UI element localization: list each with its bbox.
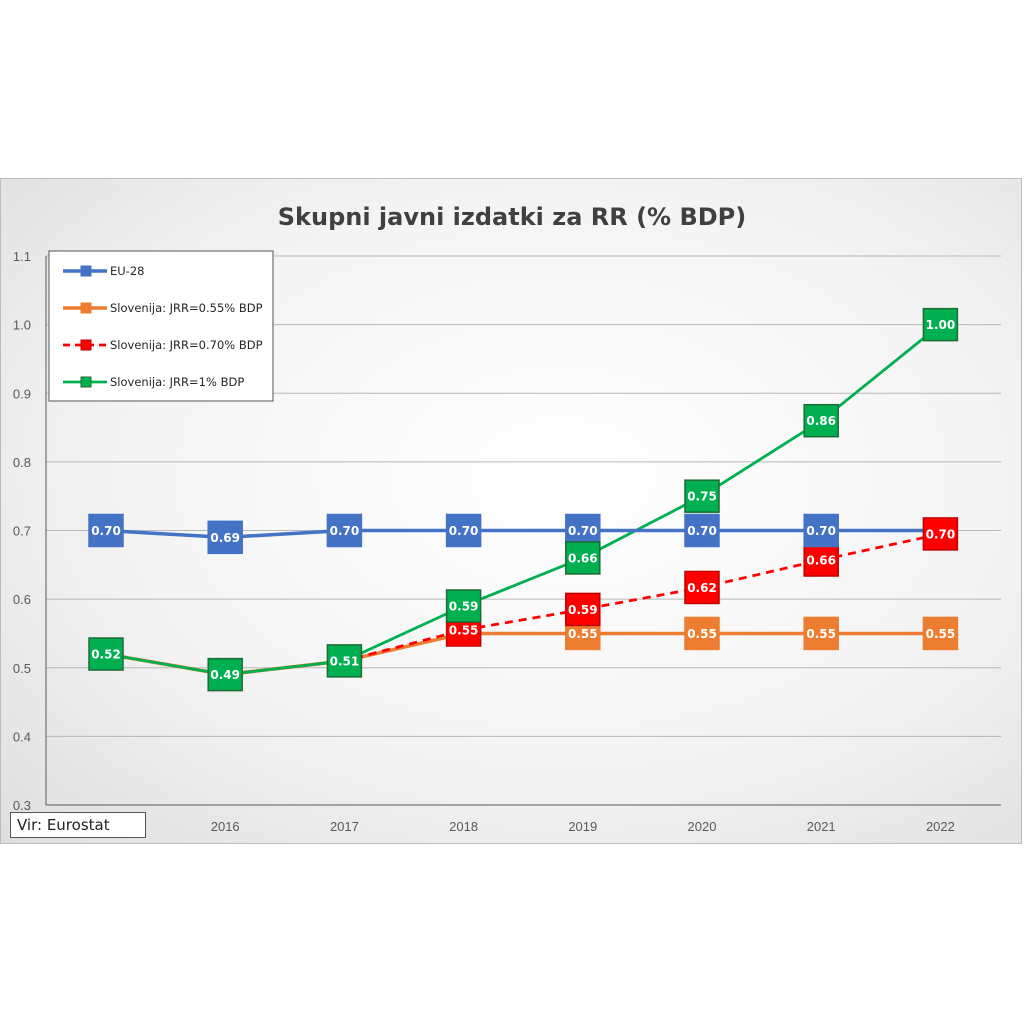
legend-entry: Slovenija: JRR=0.55% BDP: [110, 301, 263, 315]
data-point-marker: [922, 517, 959, 551]
legend-swatch-marker: [80, 376, 92, 388]
data-label: 0.86: [806, 414, 836, 428]
data-point-marker: [565, 592, 601, 627]
data-label: 0.70: [568, 524, 598, 538]
data-point-marker: [88, 637, 124, 671]
legend-entry: Slovenija: JRR=1% BDP: [110, 375, 244, 389]
data-point-marker: [684, 616, 720, 651]
x-tick-label: 2018: [449, 819, 478, 834]
data-label: 0.66: [806, 554, 836, 568]
x-tick-label: 2021: [807, 819, 836, 834]
data-label: 0.62: [687, 581, 717, 595]
legend-swatch-marker: [80, 339, 92, 351]
y-tick-label: 0.8: [13, 455, 31, 470]
data-label: 0.66: [568, 551, 598, 565]
source-note: Vir: Eurostat: [10, 812, 146, 838]
data-label: 1.00: [926, 318, 956, 332]
data-label: 0.49: [210, 668, 240, 682]
series-markers: 0.55 0.55 0.55 0.55 0.55 0.59 0.62 0.66 0.70 0.70…: [88, 307, 959, 692]
data-point-marker: [207, 520, 243, 555]
y-tick-label: 0.3: [13, 798, 31, 813]
chart-title: Skupni javni izdatki za RR (% BDP): [278, 203, 746, 231]
data-label: 0.70: [449, 524, 479, 538]
y-tick-label: 0.9: [13, 386, 31, 401]
data-point-marker: [803, 403, 839, 438]
data-point-marker: [922, 616, 959, 651]
data-label: 0.55: [449, 624, 479, 638]
series-line: [105, 323, 942, 677]
y-tick-label: 1.0: [13, 318, 31, 333]
data-label: 0.69: [210, 531, 240, 545]
data-label: 0.59: [449, 599, 479, 613]
line-chart: 0.3 0.4 0.5 0.6 0.7 0.8 0.9 1.0 1.1 2016 2017 2018 2…: [13, 203, 1001, 834]
data-label: 0.70: [687, 524, 717, 538]
x-tick-label: 2019: [568, 819, 597, 834]
legend-entry: EU-28: [110, 264, 144, 278]
data-label: 0.51: [330, 654, 360, 668]
data-point-marker: [565, 541, 601, 575]
x-tick-label: 2020: [688, 819, 717, 834]
source-text: Vir: Eurostat: [17, 816, 110, 834]
series-line: [105, 528, 941, 540]
data-point-marker: [326, 644, 363, 678]
data-point-marker: [922, 307, 959, 342]
data-point-marker: [326, 513, 363, 548]
x-tick-label: 2017: [330, 819, 359, 834]
data-point-marker: [803, 616, 839, 651]
data-point-marker: [445, 513, 482, 548]
axes: 0.3 0.4 0.5 0.6 0.7 0.8 0.9 1.0 1.1 2016 2017 2018 2…: [13, 249, 1001, 834]
series-lines: [105, 323, 942, 677]
chart-area: 0.3 0.4 0.5 0.6 0.7 0.8 0.9 1.0 1.1 2016 2017 2018 2…: [0, 178, 1022, 844]
y-tick-label: 0.6: [13, 592, 31, 607]
y-tick-label: 1.1: [13, 249, 31, 264]
x-tick-label: 2022: [926, 819, 955, 834]
data-point-marker: [445, 589, 482, 623]
data-label: 0.70: [330, 524, 360, 538]
data-label: 0.55: [568, 627, 598, 641]
data-label: 0.75: [687, 490, 717, 504]
data-label: 0.55: [806, 627, 836, 641]
data-point-marker: [684, 513, 720, 548]
legend-swatch-marker: [80, 302, 92, 314]
y-tick-label: 0.4: [13, 729, 31, 744]
data-label: 0.70: [91, 524, 121, 538]
data-point-marker: [803, 543, 839, 577]
data-point-marker: [88, 513, 124, 548]
legend-entry: Slovenija: JRR=0.70% BDP: [110, 338, 263, 352]
data-label: 0.52: [91, 648, 121, 662]
data-label: 0.55: [687, 627, 717, 641]
y-tick-label: 0.5: [13, 661, 31, 676]
y-tick-label: 0.7: [13, 524, 31, 539]
legend: EU-28 Slovenija: JRR=0.55% BDP Slovenija: …: [48, 250, 274, 402]
data-point-marker: [207, 657, 243, 692]
data-label: 0.55: [926, 627, 956, 641]
data-point-marker: [684, 479, 720, 513]
legend-swatch-marker: [80, 265, 92, 277]
x-tick-label: 2016: [211, 819, 240, 834]
data-point-marker: [684, 570, 720, 605]
data-label: 0.70: [926, 527, 956, 541]
data-label: 0.59: [568, 603, 598, 617]
data-label: 0.70: [806, 524, 836, 538]
data-point-marker: [803, 513, 839, 548]
